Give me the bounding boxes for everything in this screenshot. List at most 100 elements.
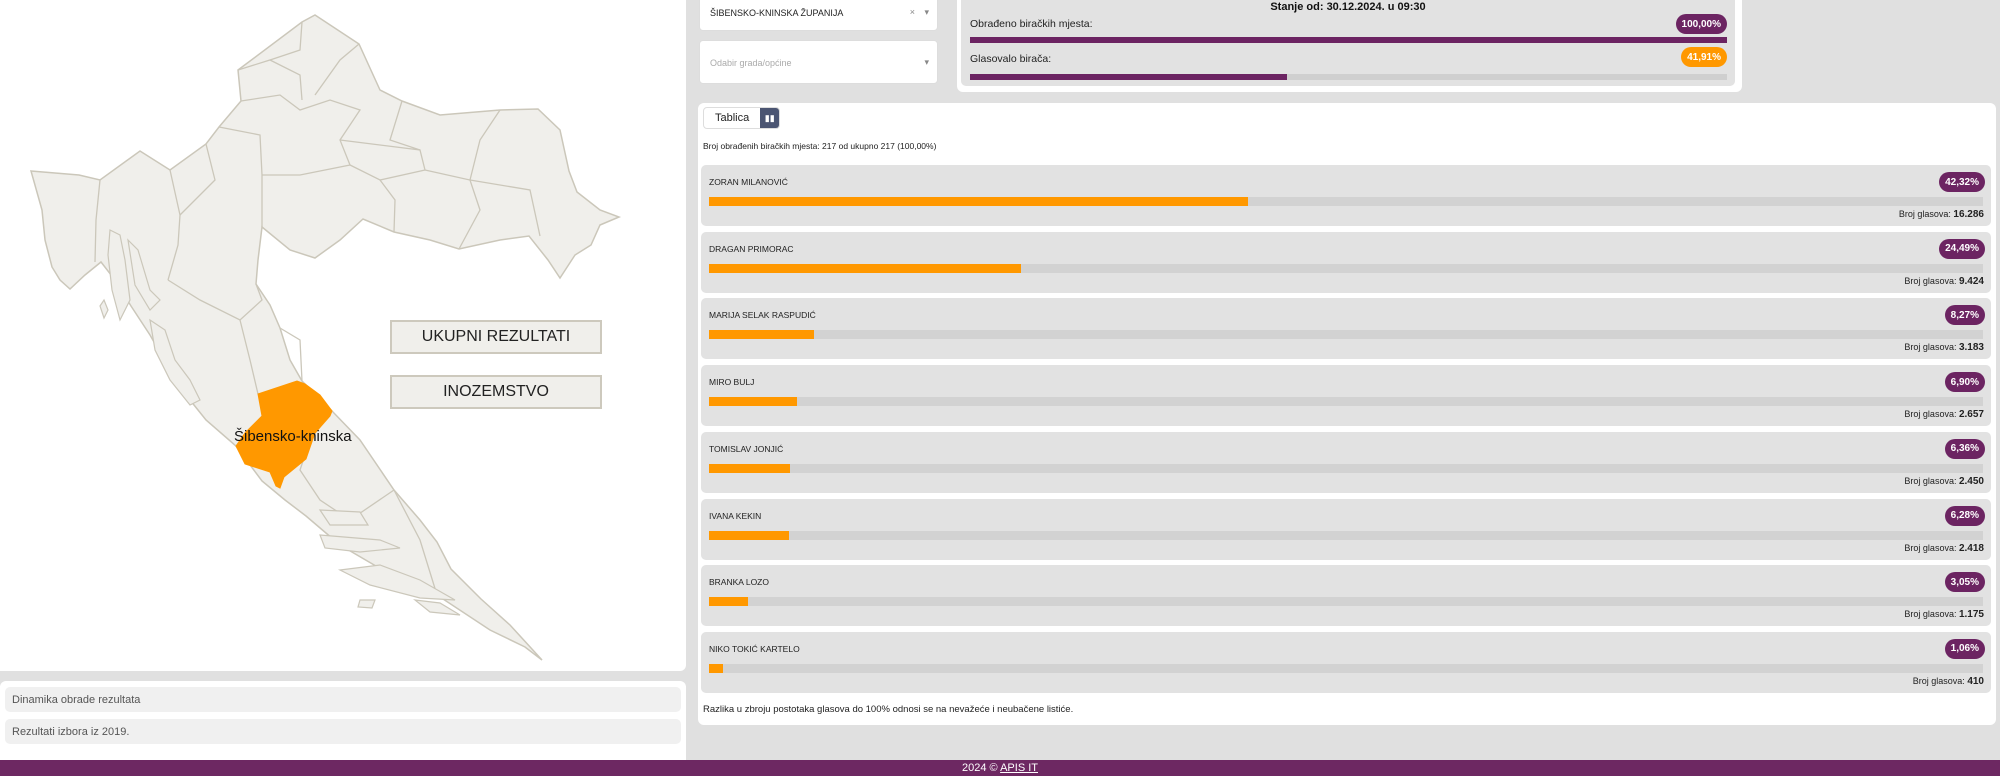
candidate-votes: Broj glasova: 9.424 bbox=[1904, 276, 1984, 287]
candidate-percent-badge: 3,05% bbox=[1944, 572, 1985, 593]
candidate-row: MIRO BULJ 6,90% Broj glasova: 2.657 bbox=[701, 365, 1991, 427]
candidate-percent-badge: 42,32% bbox=[1939, 172, 1985, 192]
candidate-bar-fill bbox=[709, 397, 797, 407]
candidate-row: DRAGAN PRIMORAC 24,49% Broj glasova: 9.424 bbox=[701, 231, 1991, 293]
candidate-bar-fill bbox=[709, 330, 815, 340]
candidate-bar-fill bbox=[709, 597, 748, 607]
map-panel: Šibensko-kninska UKUPNI REZULTATI INOZEM… bbox=[0, 0, 686, 671]
candidate-name: TOMISLAV JONJIĆ bbox=[709, 443, 784, 454]
candidate-percent-badge: 6,36% bbox=[1944, 438, 1985, 459]
timestamp: Stanje od: 30.12.2024. u 09:30 bbox=[1270, 1, 1426, 13]
apis-it-link[interactable]: APIS IT bbox=[1000, 762, 1038, 774]
candidate-percent-badge: 1,06% bbox=[1944, 638, 1985, 659]
processed-summary: Broj obrađenih biračkih mjesta: 217 od u… bbox=[703, 141, 937, 151]
votes-value: 2.657 bbox=[1958, 409, 1984, 421]
candidate-bar-fill bbox=[709, 663, 723, 673]
candidate-percent-badge: 8,27% bbox=[1944, 305, 1985, 326]
candidate-votes: Broj glasova: 2.418 bbox=[1904, 543, 1984, 554]
turnout-bar-fill bbox=[970, 74, 1288, 80]
candidate-bar bbox=[709, 330, 1983, 340]
candidate-name: ZORAN MILANOVIĆ bbox=[709, 177, 788, 187]
bar-chart-icon[interactable]: ▮▮ bbox=[760, 108, 780, 128]
county-borders bbox=[94, 21, 541, 596]
results-panel: Tablica ▮▮ Broj obrađenih biračkih mjest… bbox=[698, 103, 1996, 725]
candidate-bar-fill bbox=[709, 463, 791, 473]
view-toggle: Tablica ▮▮ bbox=[703, 107, 781, 129]
links-panel: Dinamika obrade rezultata Rezultati izbo… bbox=[0, 681, 686, 771]
candidate-bar bbox=[709, 197, 1983, 206]
candidate-row: BRANKA LOZO 3,05% Broj glasova: 1.175 bbox=[701, 565, 1991, 627]
map-region-croatia[interactable] bbox=[29, 14, 622, 661]
candidate-percent-badge: 6,28% bbox=[1944, 505, 1985, 526]
processed-bar bbox=[970, 37, 1727, 43]
candidate-bar bbox=[709, 397, 1983, 407]
candidate-percent-badge: 6,90% bbox=[1944, 372, 1985, 393]
selected-region-label: Šibensko-kninska bbox=[234, 428, 352, 445]
candidate-bar bbox=[709, 530, 1983, 540]
candidate-votes: Broj glasova: 2.450 bbox=[1904, 476, 1984, 487]
county-select[interactable]: ŠIBENSKO-KNINSKA ŽUPANIJA × ▾ bbox=[699, 0, 938, 31]
votes-value: 1.175 bbox=[1958, 609, 1984, 621]
abroad-button[interactable]: INOZEMSTVO bbox=[390, 375, 602, 409]
candidate-row: NIKO TOKIĆ KARTELO 1,06% Broj glasova: 410 bbox=[701, 631, 1991, 693]
county-select-value: ŠIBENSKO-KNINSKA ŽUPANIJA bbox=[710, 8, 844, 18]
candidate-bar bbox=[709, 663, 1983, 673]
candidate-votes: Broj glasova: 3.183 bbox=[1904, 342, 1984, 353]
votes-label: Broj glasova: bbox=[1904, 475, 1957, 486]
city-select[interactable]: Odabir grada/općine ▾ bbox=[699, 40, 938, 84]
candidate-bar-fill bbox=[709, 263, 1021, 273]
chevron-down-icon[interactable]: ▾ bbox=[924, 7, 929, 17]
croatia-map: Šibensko-kninska bbox=[29, 14, 622, 661]
candidate-votes: Broj glasova: 2.657 bbox=[1904, 409, 1984, 420]
candidate-bar bbox=[709, 597, 1983, 607]
table-view-button[interactable]: Tablica bbox=[715, 112, 750, 124]
turnout-badge: 41,91% bbox=[1681, 47, 1727, 67]
link-2019-results[interactable]: Rezultati izbora iz 2019. bbox=[5, 719, 681, 744]
candidate-row: IVANA KEKIN 6,28% Broj glasova: 2.418 bbox=[701, 498, 1991, 560]
map-region-sibensko-kninska[interactable] bbox=[235, 380, 333, 489]
votes-value: 2.450 bbox=[1958, 475, 1984, 487]
candidate-votes: Broj glasova: 1.175 bbox=[1904, 609, 1984, 620]
candidate-name: BRANKA LOZO bbox=[709, 577, 769, 588]
votes-value: 16.286 bbox=[1953, 209, 1984, 220]
chevron-down-icon[interactable]: ▾ bbox=[924, 57, 929, 67]
candidate-name: IVANA KEKIN bbox=[709, 510, 762, 521]
stats-inner: Stanje od: 30.12.2024. u 09:30 Obrađeno … bbox=[961, 0, 1735, 86]
footnote: Razlika u zbroju postotaka glasova do 10… bbox=[703, 704, 1074, 715]
link-results-dynamics[interactable]: Dinamika obrade rezultata bbox=[5, 687, 681, 712]
processed-label: Obrađeno biračkih mjesta: bbox=[970, 18, 1093, 30]
candidate-name: MARIJA SELAK RASPUDIĆ bbox=[709, 310, 816, 321]
clear-icon[interactable]: × bbox=[909, 7, 915, 17]
copyright: 2024 © bbox=[962, 762, 998, 774]
footer: 2024 © APIS IT bbox=[0, 760, 2000, 776]
candidate-row: TOMISLAV JONJIĆ 6,36% Broj glasova: 2.450 bbox=[701, 431, 1991, 493]
city-select-placeholder: Odabir grada/općine bbox=[710, 58, 792, 68]
candidate-bar-fill bbox=[709, 197, 1249, 206]
total-results-button[interactable]: UKUPNI REZULTATI bbox=[390, 320, 602, 354]
candidate-bar bbox=[709, 463, 1983, 473]
candidate-name: NIKO TOKIĆ KARTELO bbox=[709, 643, 800, 654]
votes-label: Broj glasova: bbox=[1904, 542, 1957, 553]
processed-badge: 100,00% bbox=[1675, 14, 1727, 34]
votes-label: Broj glasova: bbox=[1912, 675, 1965, 686]
votes-value: 2.418 bbox=[1958, 542, 1984, 554]
candidate-percent-badge: 24,49% bbox=[1939, 238, 1985, 259]
candidate-name: MIRO BULJ bbox=[709, 377, 755, 388]
candidate-row: MARIJA SELAK RASPUDIĆ 8,27% Broj glasova: … bbox=[701, 298, 1991, 360]
candidate-votes: Broj glasova: 16.286 bbox=[1899, 209, 1984, 220]
candidate-bar-fill bbox=[709, 530, 789, 540]
candidate-votes: Broj glasova: 410 bbox=[1913, 676, 1984, 687]
stats-card: Stanje od: 30.12.2024. u 09:30 Obrađeno … bbox=[957, 0, 1742, 92]
votes-label: Broj glasova: bbox=[1904, 409, 1957, 420]
turnout-bar bbox=[970, 74, 1727, 80]
votes-label: Broj glasova: bbox=[1904, 342, 1957, 353]
processed-bar-fill bbox=[970, 37, 1727, 43]
candidate-name: DRAGAN PRIMORAC bbox=[709, 243, 794, 254]
votes-value: 410 bbox=[1967, 675, 1984, 687]
votes-value: 9.424 bbox=[1958, 275, 1984, 287]
candidate-row: ZORAN MILANOVIĆ 42,32% Broj glasova: 16.28… bbox=[701, 165, 1991, 226]
islands bbox=[99, 229, 461, 616]
turnout-label: Glasovalo birača: bbox=[970, 53, 1052, 65]
votes-label: Broj glasova: bbox=[1898, 209, 1951, 219]
candidate-bar bbox=[709, 263, 1983, 273]
